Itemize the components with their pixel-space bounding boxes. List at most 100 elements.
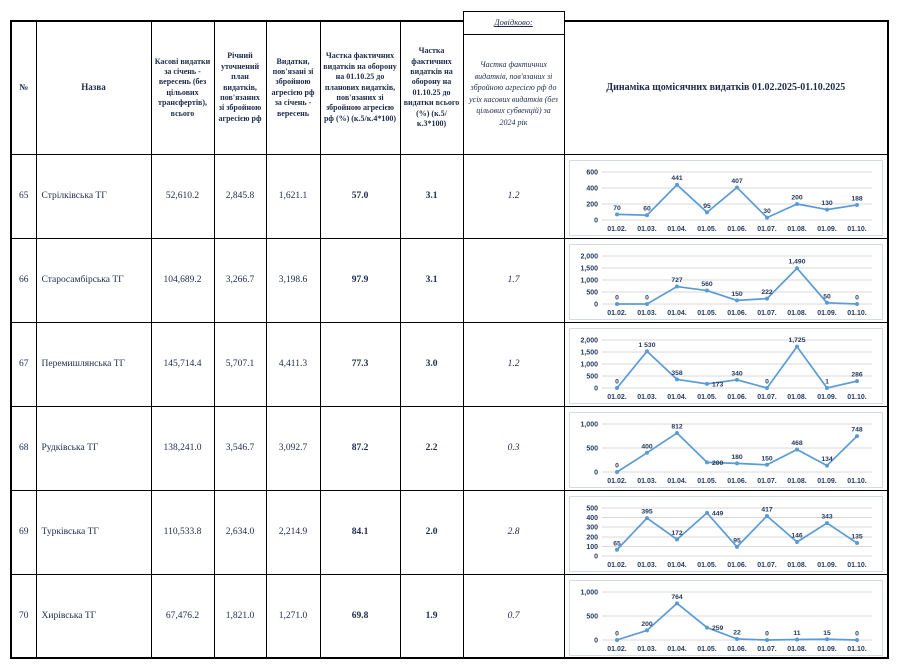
svg-text:134: 134 bbox=[821, 456, 833, 463]
col-header-num: № bbox=[10, 20, 37, 155]
svg-text:0: 0 bbox=[615, 295, 619, 302]
svg-text:1,000: 1,000 bbox=[580, 362, 598, 369]
svg-text:01.08.: 01.08. bbox=[787, 394, 807, 401]
monthly-expenditures-line-chart: 0 500 1,000 1,500 2,000 01.02. 01.03. 01.04. 01.… bbox=[568, 244, 883, 320]
cell-war-expenses: 2,214.9 bbox=[265, 489, 321, 575]
cell-share-of-plan: 87.2 bbox=[319, 405, 401, 491]
cell-war-expenses: 4,411.3 bbox=[265, 321, 321, 407]
monthly-expenditures-line-chart: 0 500 1,000 1,500 2,000 01.02. 01.03. 01.04. 01.… bbox=[568, 328, 883, 404]
cell-community-name: Хирівська ТГ bbox=[35, 573, 152, 659]
cell-share-of-plan: 69.8 bbox=[319, 573, 401, 659]
svg-text:200: 200 bbox=[641, 621, 653, 628]
svg-text:01.08.: 01.08. bbox=[787, 646, 807, 653]
monthly-expenditures-line-chart: 0 100 200 300 400 500 01.02. 01.03. 01.04. 01.05.… bbox=[568, 496, 883, 572]
svg-text:0: 0 bbox=[615, 630, 619, 637]
cell-share-of-total: 2.0 bbox=[399, 489, 464, 575]
svg-text:500: 500 bbox=[586, 446, 598, 453]
col-header-dynamics: Динаміка щомісячних видатків 01.02.2025-… bbox=[563, 20, 889, 155]
svg-text:60: 60 bbox=[643, 206, 651, 213]
table-row: 65 Стрілківська ТГ 52,610.2 2,845.8 1,62… bbox=[10, 153, 889, 239]
col-header-reference: Довідково: Частка фактичних видатків, по… bbox=[462, 11, 565, 155]
svg-text:01.02.: 01.02. bbox=[607, 478, 627, 485]
svg-text:417: 417 bbox=[761, 506, 773, 513]
svg-text:01.10.: 01.10. bbox=[847, 226, 867, 233]
svg-text:01.10.: 01.10. bbox=[847, 478, 867, 485]
cell-dynamics-chart: 0 200 400 600 01.02. 01.03. 01.04. 01.05. 01.06.… bbox=[563, 153, 889, 239]
svg-text:01.03.: 01.03. bbox=[637, 394, 657, 401]
svg-text:812: 812 bbox=[671, 424, 683, 431]
svg-text:01.05.: 01.05. bbox=[697, 394, 717, 401]
svg-text:01.05.: 01.05. bbox=[697, 226, 717, 233]
svg-text:01.06.: 01.06. bbox=[727, 562, 747, 569]
svg-text:1,000: 1,000 bbox=[580, 422, 598, 429]
cell-share-of-total: 3.0 bbox=[399, 321, 464, 407]
svg-text:500: 500 bbox=[586, 613, 598, 620]
svg-text:01.04.: 01.04. bbox=[667, 478, 687, 485]
svg-text:500: 500 bbox=[586, 506, 598, 513]
col-header-war-expenses: Видатки, пов'язані зі збройною агресією … bbox=[265, 20, 321, 155]
svg-text:100: 100 bbox=[586, 544, 598, 551]
svg-text:01.06.: 01.06. bbox=[727, 394, 747, 401]
svg-text:180: 180 bbox=[731, 454, 743, 461]
cell-share-of-total: 3.1 bbox=[399, 153, 464, 239]
svg-text:2,000: 2,000 bbox=[580, 254, 598, 261]
svg-text:01.03.: 01.03. bbox=[637, 646, 657, 653]
svg-text:01.03.: 01.03. bbox=[637, 226, 657, 233]
svg-text:95: 95 bbox=[703, 203, 711, 210]
cell-row-number: 70 bbox=[10, 573, 37, 659]
cell-annual-plan: 2,634.0 bbox=[213, 489, 267, 575]
svg-text:135: 135 bbox=[851, 534, 863, 541]
svg-text:259: 259 bbox=[712, 625, 724, 632]
svg-text:0: 0 bbox=[594, 554, 598, 561]
cell-share-of-total: 2.2 bbox=[399, 405, 464, 491]
svg-text:300: 300 bbox=[586, 525, 598, 532]
cell-share-of-plan: 97.9 bbox=[319, 237, 401, 323]
svg-text:01.03.: 01.03. bbox=[637, 310, 657, 317]
col-header-name: Назва bbox=[35, 20, 152, 155]
cell-cash-expenditures: 110,533.8 bbox=[150, 489, 215, 575]
svg-text:500: 500 bbox=[586, 290, 598, 297]
svg-text:65: 65 bbox=[613, 540, 621, 547]
svg-text:01.09.: 01.09. bbox=[817, 478, 837, 485]
svg-text:01.07.: 01.07. bbox=[757, 562, 777, 569]
svg-text:1,000: 1,000 bbox=[580, 278, 598, 285]
cell-annual-plan: 5,707.1 bbox=[213, 321, 267, 407]
svg-text:0: 0 bbox=[615, 463, 619, 470]
svg-text:1,000: 1,000 bbox=[580, 589, 598, 596]
svg-text:500: 500 bbox=[586, 374, 598, 381]
cell-annual-plan: 1,821.0 bbox=[213, 573, 267, 659]
svg-text:449: 449 bbox=[712, 510, 724, 517]
svg-text:01.10.: 01.10. bbox=[847, 562, 867, 569]
col-header-share-of-total: Частка фактичних видатків на оборону на … bbox=[399, 20, 464, 155]
svg-text:01.05.: 01.05. bbox=[697, 646, 717, 653]
svg-text:1,500: 1,500 bbox=[580, 350, 598, 357]
cell-dynamics-chart: 0 500 1,000 1,500 2,000 01.02. 01.03. 01.04. 01.… bbox=[563, 237, 889, 323]
svg-text:50: 50 bbox=[823, 293, 831, 300]
cell-war-expenses: 1,271.0 bbox=[265, 573, 321, 659]
svg-text:0: 0 bbox=[594, 470, 598, 477]
table-row: 66 Старосамбірська ТГ 104,689.2 3,266.7 … bbox=[10, 237, 889, 323]
svg-text:01.07.: 01.07. bbox=[757, 310, 777, 317]
svg-text:01.02.: 01.02. bbox=[607, 226, 627, 233]
svg-text:1,500: 1,500 bbox=[580, 266, 598, 273]
svg-text:150: 150 bbox=[731, 291, 743, 298]
svg-text:1: 1 bbox=[825, 378, 829, 385]
cell-reference-2024: 2.8 bbox=[462, 489, 565, 575]
svg-text:343: 343 bbox=[821, 514, 833, 521]
cell-cash-expenditures: 104,689.2 bbox=[150, 237, 215, 323]
svg-text:01.07.: 01.07. bbox=[757, 646, 777, 653]
svg-text:01.03.: 01.03. bbox=[637, 478, 657, 485]
cell-war-expenses: 3,092.7 bbox=[265, 405, 321, 491]
reference-stub-label: Довідково: bbox=[462, 11, 565, 35]
svg-text:188: 188 bbox=[851, 195, 863, 202]
cell-reference-2024: 1.7 bbox=[462, 237, 565, 323]
svg-text:2,000: 2,000 bbox=[580, 338, 598, 345]
svg-text:01.05.: 01.05. bbox=[697, 562, 717, 569]
monthly-expenditures-line-chart: 0 500 1,000 01.02. 01.03. 01.04. 01.05. 01.06. 0… bbox=[568, 579, 883, 656]
cell-war-expenses: 1,621.1 bbox=[265, 153, 321, 239]
svg-text:340: 340 bbox=[731, 370, 743, 377]
svg-text:400: 400 bbox=[586, 186, 598, 193]
svg-text:0: 0 bbox=[855, 630, 859, 637]
svg-text:01.04.: 01.04. bbox=[667, 310, 687, 317]
